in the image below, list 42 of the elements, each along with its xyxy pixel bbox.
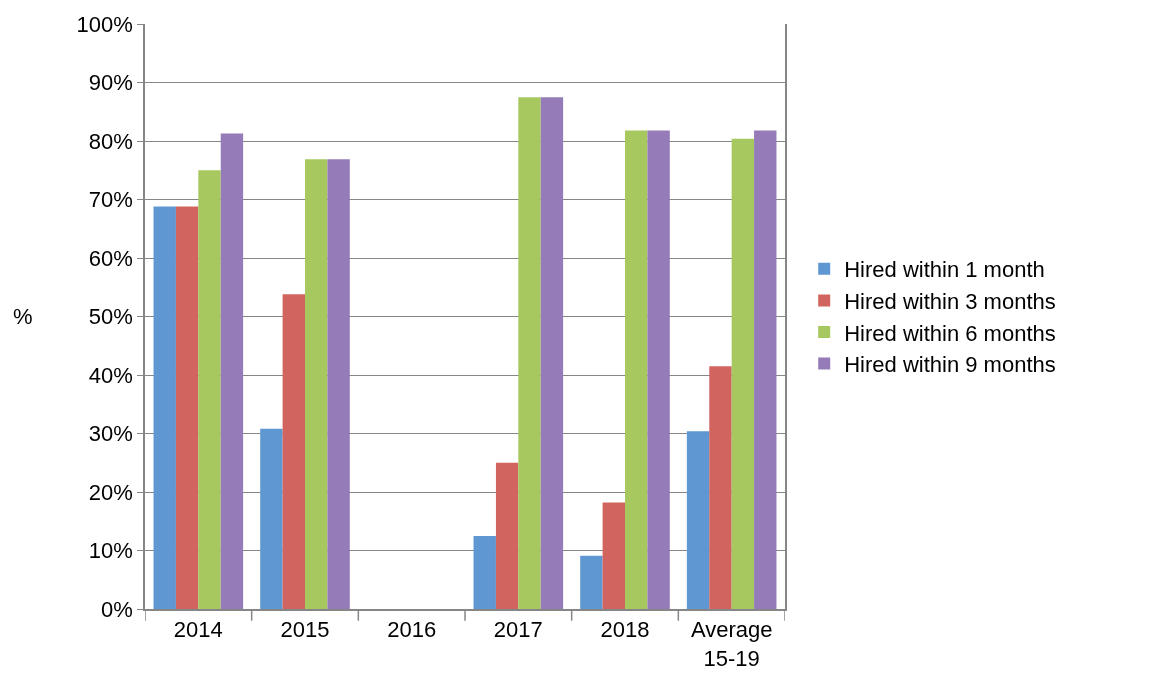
y-tick-label: 50% bbox=[88, 304, 133, 330]
y-tick-label: 80% bbox=[88, 128, 133, 154]
y-tick-label: 40% bbox=[88, 362, 133, 388]
legend-label: Hired within 6 months bbox=[844, 320, 1056, 346]
bar bbox=[260, 428, 283, 609]
y-tick-label: 20% bbox=[88, 479, 133, 505]
y-tick-label: 60% bbox=[88, 245, 133, 271]
bar bbox=[686, 431, 710, 609]
x-tick-label: 2017 bbox=[493, 617, 543, 643]
bar bbox=[602, 502, 625, 609]
bar bbox=[282, 294, 305, 609]
x-tick-label: 2015 bbox=[280, 617, 330, 643]
x-tick-label: 2014 bbox=[173, 617, 223, 643]
bar bbox=[647, 130, 670, 609]
x-tick-label: Average 15-19 bbox=[690, 617, 773, 671]
x-tick-label: 2016 bbox=[387, 617, 437, 643]
y-tick-label: 90% bbox=[88, 70, 133, 96]
bar bbox=[175, 206, 199, 609]
bar bbox=[518, 97, 541, 609]
bar bbox=[754, 130, 777, 609]
y-tick-label: 0% bbox=[101, 596, 133, 622]
bar bbox=[473, 535, 496, 609]
legend-label: Hired within 3 months bbox=[844, 288, 1056, 314]
bar bbox=[540, 97, 564, 609]
legend-label: Hired within 9 months bbox=[844, 352, 1056, 378]
bar bbox=[495, 462, 519, 609]
y-tick-label: 10% bbox=[88, 538, 133, 564]
bar bbox=[305, 159, 328, 609]
y-tick-label: 100% bbox=[76, 11, 133, 37]
bar bbox=[153, 206, 176, 609]
y-axis-title: % bbox=[13, 304, 33, 329]
bar bbox=[220, 133, 244, 609]
x-tick-label: 2018 bbox=[600, 617, 650, 643]
y-tick-label: 70% bbox=[88, 187, 133, 213]
bar bbox=[327, 159, 350, 609]
bar bbox=[709, 366, 732, 609]
legend-label: Hired within 1 month bbox=[844, 257, 1045, 283]
bar bbox=[580, 555, 603, 609]
bar bbox=[198, 170, 221, 609]
bar bbox=[625, 130, 648, 609]
y-tick-label: 30% bbox=[88, 421, 133, 447]
bar bbox=[731, 138, 755, 609]
